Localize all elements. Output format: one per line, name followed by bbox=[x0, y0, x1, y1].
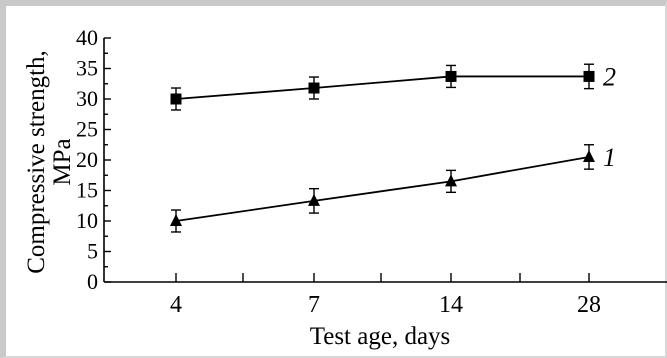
y-tick-label: 5 bbox=[87, 239, 98, 264]
x-axis-ticks: 4 7 14 28 bbox=[170, 273, 601, 318]
data-point-square bbox=[445, 70, 457, 82]
y-tick-label: 40 bbox=[76, 25, 98, 50]
series-2-line bbox=[175, 75, 589, 100]
series-2: 2 bbox=[170, 62, 616, 111]
x-tick-label: 14 bbox=[439, 292, 463, 318]
x-tick-label: 28 bbox=[577, 292, 601, 318]
series-group: 21 bbox=[170, 62, 616, 233]
series-1: 1 bbox=[170, 143, 616, 233]
y-tick-label: 30 bbox=[76, 86, 98, 111]
y-tick-label: 0 bbox=[87, 269, 98, 294]
y-tick-label: 20 bbox=[76, 147, 98, 172]
series-label-1: 1 bbox=[603, 143, 616, 172]
axes bbox=[103, 38, 667, 283]
series-1-line bbox=[175, 156, 590, 222]
x-tick-label: 4 bbox=[170, 292, 182, 318]
x-tick-label: 7 bbox=[308, 292, 320, 318]
y-tick-label: 10 bbox=[76, 208, 98, 233]
y-tick-label: 25 bbox=[76, 117, 98, 142]
data-point-triangle bbox=[445, 174, 457, 187]
y-axis-label-line2: MPa bbox=[49, 138, 76, 185]
y-axis-label-line1: Compressive strength, bbox=[23, 50, 50, 274]
data-point-triangle bbox=[170, 214, 182, 226]
series-label-2: 2 bbox=[603, 62, 616, 91]
data-point-triangle bbox=[583, 149, 595, 162]
x-axis-label: Test age, days bbox=[310, 323, 451, 350]
data-point-square bbox=[583, 70, 595, 82]
y-tick-label: 35 bbox=[76, 56, 98, 81]
y-tick-label: 15 bbox=[76, 178, 98, 203]
data-point-square bbox=[170, 93, 182, 105]
data-point-triangle bbox=[308, 193, 320, 206]
y-axis-ticks: 0 5 10 15 20 25 30 35 40 bbox=[76, 25, 111, 294]
data-point-square bbox=[308, 82, 320, 94]
